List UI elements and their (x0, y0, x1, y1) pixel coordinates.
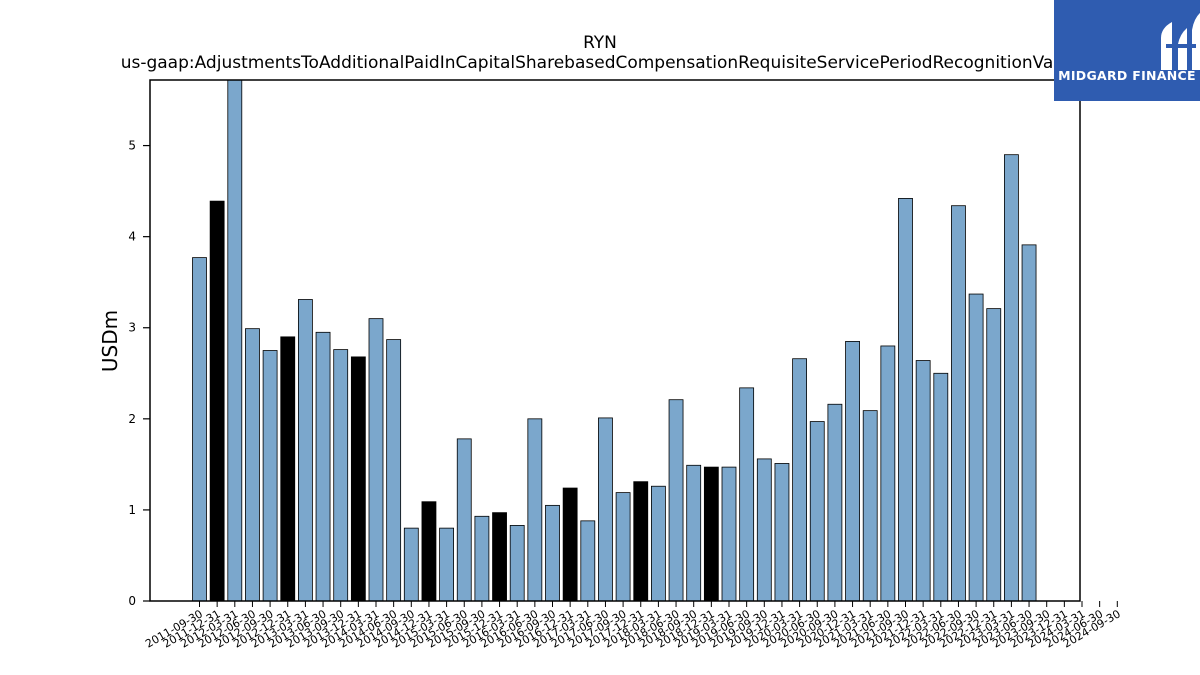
bar-2018-09-30 (686, 464, 702, 602)
bar-2016-03-31 (509, 525, 525, 602)
bar-2018-12-31 (703, 466, 719, 602)
bar-2015-03-31 (439, 527, 455, 602)
y-tick-label: 0 (128, 594, 136, 608)
plot-area-frame (149, 79, 1081, 602)
bar-2019-12-31 (774, 463, 790, 602)
bar-2021-09-30 (898, 198, 913, 602)
bar-2017-06-30 (598, 417, 613, 602)
chart-title: RYN (583, 33, 617, 53)
logo-text: MIDGARD FINANCE (1058, 68, 1196, 83)
bar-2013-09-30 (333, 349, 349, 602)
midgard-finance-logo: MIDGARD FINANCE (1054, 0, 1200, 101)
bar-2020-06-30 (809, 421, 825, 602)
bar-2012-03-31 (227, 79, 243, 602)
bar-2023-06-30 (1021, 244, 1037, 602)
bar-2014-03-31 (368, 318, 384, 602)
bar-2013-03-31 (297, 299, 313, 602)
bar-2014-06-30 (386, 339, 402, 602)
bar-2017-09-30 (615, 492, 631, 602)
bar-2011-09-30 (192, 257, 207, 602)
y-tick-label: 4 (128, 230, 136, 244)
bar-2014-12-31 (421, 501, 437, 602)
bar-2017-03-31 (580, 520, 596, 602)
bar-2013-12-31 (350, 356, 366, 602)
bar-2015-06-30 (456, 438, 472, 602)
bar-2022-03-31 (933, 372, 949, 602)
bar-2018-03-31 (651, 485, 666, 602)
bar-2019-06-30 (739, 387, 755, 602)
chart-subtitle: us-gaap:AdjustmentsToAdditionalPaidInCap… (120, 53, 1080, 73)
bar-2022-06-30 (951, 205, 966, 602)
bar-2012-06-30 (245, 328, 260, 602)
bar-2016-09-30 (545, 504, 560, 602)
bar-2017-12-31 (633, 481, 649, 602)
y-tick-label: 3 (128, 321, 136, 335)
bar-2023-03-31 (1004, 154, 1019, 602)
bar-2021-06-30 (880, 345, 896, 602)
bar-2016-12-31 (562, 487, 578, 602)
y-tick-label: 1 (128, 503, 136, 517)
bar-2015-12-31 (492, 512, 507, 602)
bar-2012-12-31 (280, 336, 296, 602)
bar-2020-09-30 (827, 403, 843, 602)
midgard-logo-icon (1161, 12, 1200, 70)
bar-2016-06-30 (527, 418, 543, 602)
bar-2015-09-30 (474, 515, 490, 602)
bar-2021-12-31 (915, 360, 931, 602)
bar-2013-06-30 (315, 331, 331, 602)
bar-2019-03-31 (721, 466, 737, 602)
bar-2020-03-31 (792, 358, 807, 602)
bar-2012-09-30 (262, 350, 278, 602)
bar-2019-09-30 (756, 458, 772, 602)
y-axis-label: USDm (98, 310, 122, 372)
bar-2011-12-31 (209, 200, 225, 602)
bar-2022-12-31 (986, 308, 1002, 602)
bar-2018-06-30 (668, 399, 684, 602)
bar-2014-09-30 (403, 527, 419, 602)
y-tick-label: 2 (128, 412, 136, 426)
y-tick-label: 5 (128, 139, 136, 153)
bar-2022-09-30 (968, 293, 984, 602)
bar-2020-12-31 (845, 341, 860, 602)
bar-2021-03-31 (862, 410, 878, 602)
